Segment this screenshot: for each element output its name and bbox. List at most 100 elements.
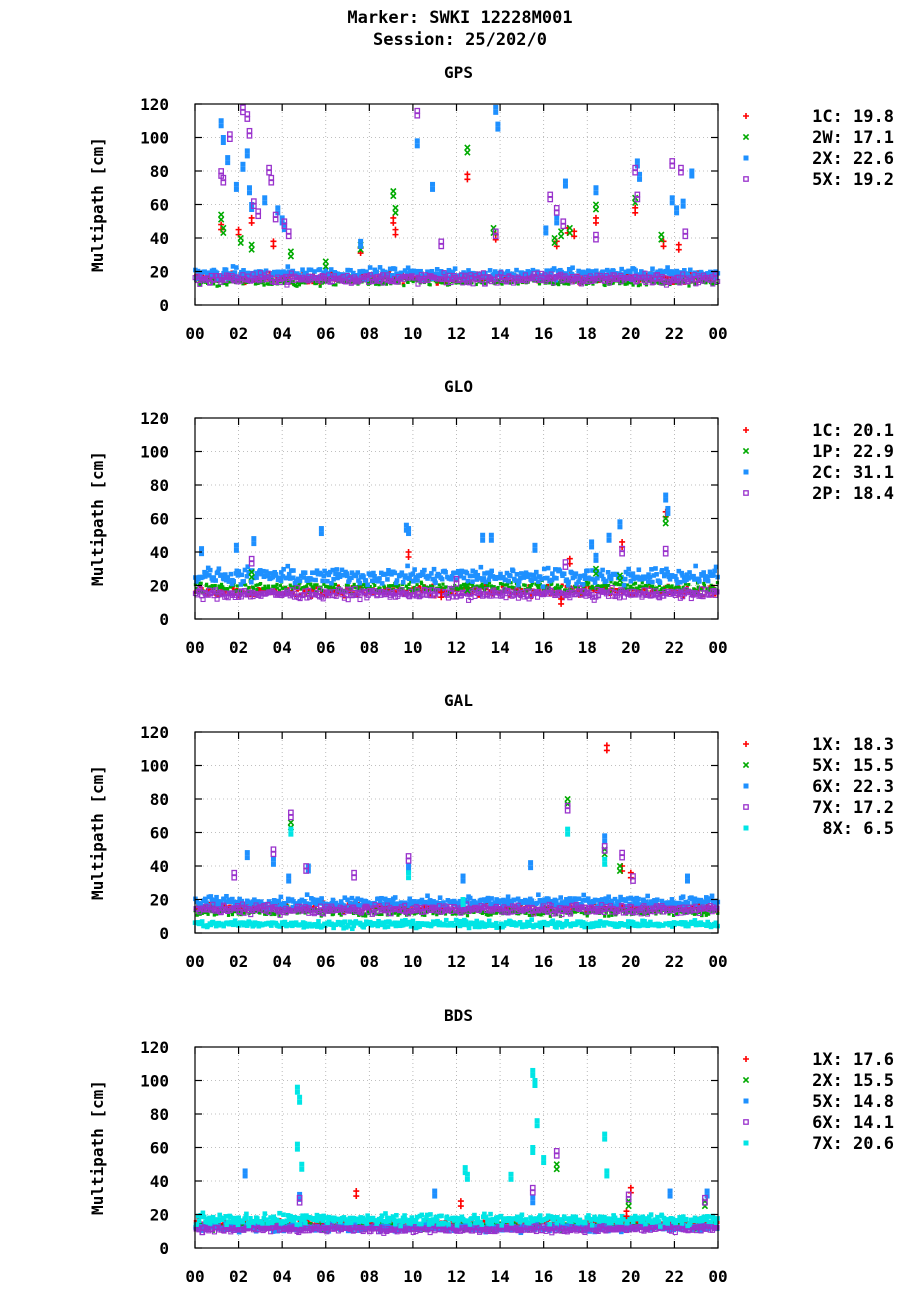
data-point	[495, 121, 501, 127]
cloud-point	[614, 571, 620, 577]
cloud-point	[217, 283, 221, 288]
cloud-point	[335, 575, 340, 581]
cloud-point	[273, 912, 277, 917]
cloud-point	[547, 911, 551, 915]
legend: 1C: 20.11P: 22.92C: 31.12P: 18.4	[742, 421, 894, 504]
data-point	[248, 560, 255, 567]
data-point	[270, 243, 277, 250]
cloud-point	[437, 895, 443, 901]
cloud-point	[213, 583, 217, 588]
cloud-point	[452, 266, 458, 271]
y-tick-label: 40	[150, 543, 169, 562]
cloud-point	[555, 583, 560, 587]
cloud-point	[200, 596, 206, 603]
cloud-point	[576, 579, 581, 585]
cloud-point	[364, 269, 369, 275]
data-point	[250, 203, 257, 209]
cloud-point	[312, 904, 316, 908]
data-point	[571, 233, 578, 240]
cloud-point	[275, 586, 279, 590]
data-point	[233, 542, 239, 548]
cloud-point	[506, 578, 511, 584]
cloud-point	[411, 279, 415, 284]
data-point	[392, 204, 399, 212]
cloud-point	[365, 582, 370, 588]
cloud-point	[389, 584, 393, 588]
cloud-point	[418, 268, 423, 274]
cloud-point	[634, 586, 638, 590]
data-point	[662, 520, 669, 527]
cloud-point	[559, 279, 563, 283]
cloud-point	[256, 583, 260, 587]
data-point	[244, 153, 250, 159]
data-point	[453, 580, 460, 587]
cloud-point	[301, 575, 307, 580]
cloud-point	[389, 272, 395, 278]
cloud-point	[464, 271, 469, 277]
cloud-point	[258, 589, 262, 593]
data-point	[562, 183, 568, 189]
cloud-point	[338, 899, 344, 904]
y-tick-label: 60	[150, 510, 169, 529]
cloud-point	[241, 579, 247, 584]
cloud-point	[518, 575, 523, 581]
cloud-point	[470, 281, 474, 285]
cloud-point	[689, 277, 695, 283]
data-point	[669, 163, 676, 169]
cloud-point	[213, 578, 218, 583]
data-point	[255, 213, 262, 220]
y-tick-label: 120	[140, 409, 169, 428]
cloud-point	[431, 584, 435, 589]
data-point	[227, 136, 233, 142]
cloud-point	[530, 267, 536, 273]
cloud-point	[344, 583, 349, 587]
cloud-point	[609, 584, 615, 591]
cloud-point	[241, 268, 246, 273]
cloud-point	[535, 579, 541, 584]
cloud-point	[275, 904, 280, 909]
cloud-point	[226, 587, 230, 591]
cloud-point	[454, 912, 458, 916]
cloud-point	[371, 272, 377, 277]
cloud-point	[697, 579, 702, 584]
data-point	[244, 148, 250, 154]
cloud-point	[646, 572, 651, 577]
cloud-point	[415, 578, 420, 583]
cloud-point	[698, 902, 702, 906]
cloud-point	[599, 573, 605, 579]
cloud-point	[687, 570, 692, 575]
cloud-point	[599, 279, 603, 283]
cloud-point	[259, 581, 263, 586]
cloud-point	[498, 270, 504, 276]
cloud-point	[578, 573, 583, 579]
cloud-point	[304, 595, 310, 601]
cloud-point	[478, 274, 484, 280]
cloud-point	[273, 584, 278, 588]
cloud-point	[288, 583, 292, 587]
cloud-point	[299, 897, 305, 903]
cloud-point	[455, 568, 461, 574]
cloud-point	[509, 591, 513, 595]
cloud-point	[415, 281, 421, 287]
cloud-point	[482, 571, 487, 576]
cloud-point	[587, 581, 591, 585]
data-point	[268, 179, 275, 186]
data-point	[532, 542, 538, 548]
data-point	[493, 104, 499, 110]
cloud-point	[633, 268, 638, 273]
cloud-point	[714, 589, 720, 595]
cloud-point	[423, 913, 427, 917]
cloud-point	[375, 578, 381, 584]
cloud-point	[661, 586, 666, 591]
cloud-point	[573, 910, 578, 914]
cloud-point	[507, 585, 511, 590]
cloud-point	[657, 583, 661, 587]
cloud-point	[453, 577, 459, 583]
cloud-point	[343, 592, 349, 598]
data-point	[662, 550, 669, 557]
data-point	[658, 236, 665, 243]
cloud-point	[590, 269, 595, 274]
legend-label: 1C: 20.1	[812, 421, 894, 441]
cloud-point	[211, 575, 217, 580]
cloud-point	[342, 895, 348, 901]
